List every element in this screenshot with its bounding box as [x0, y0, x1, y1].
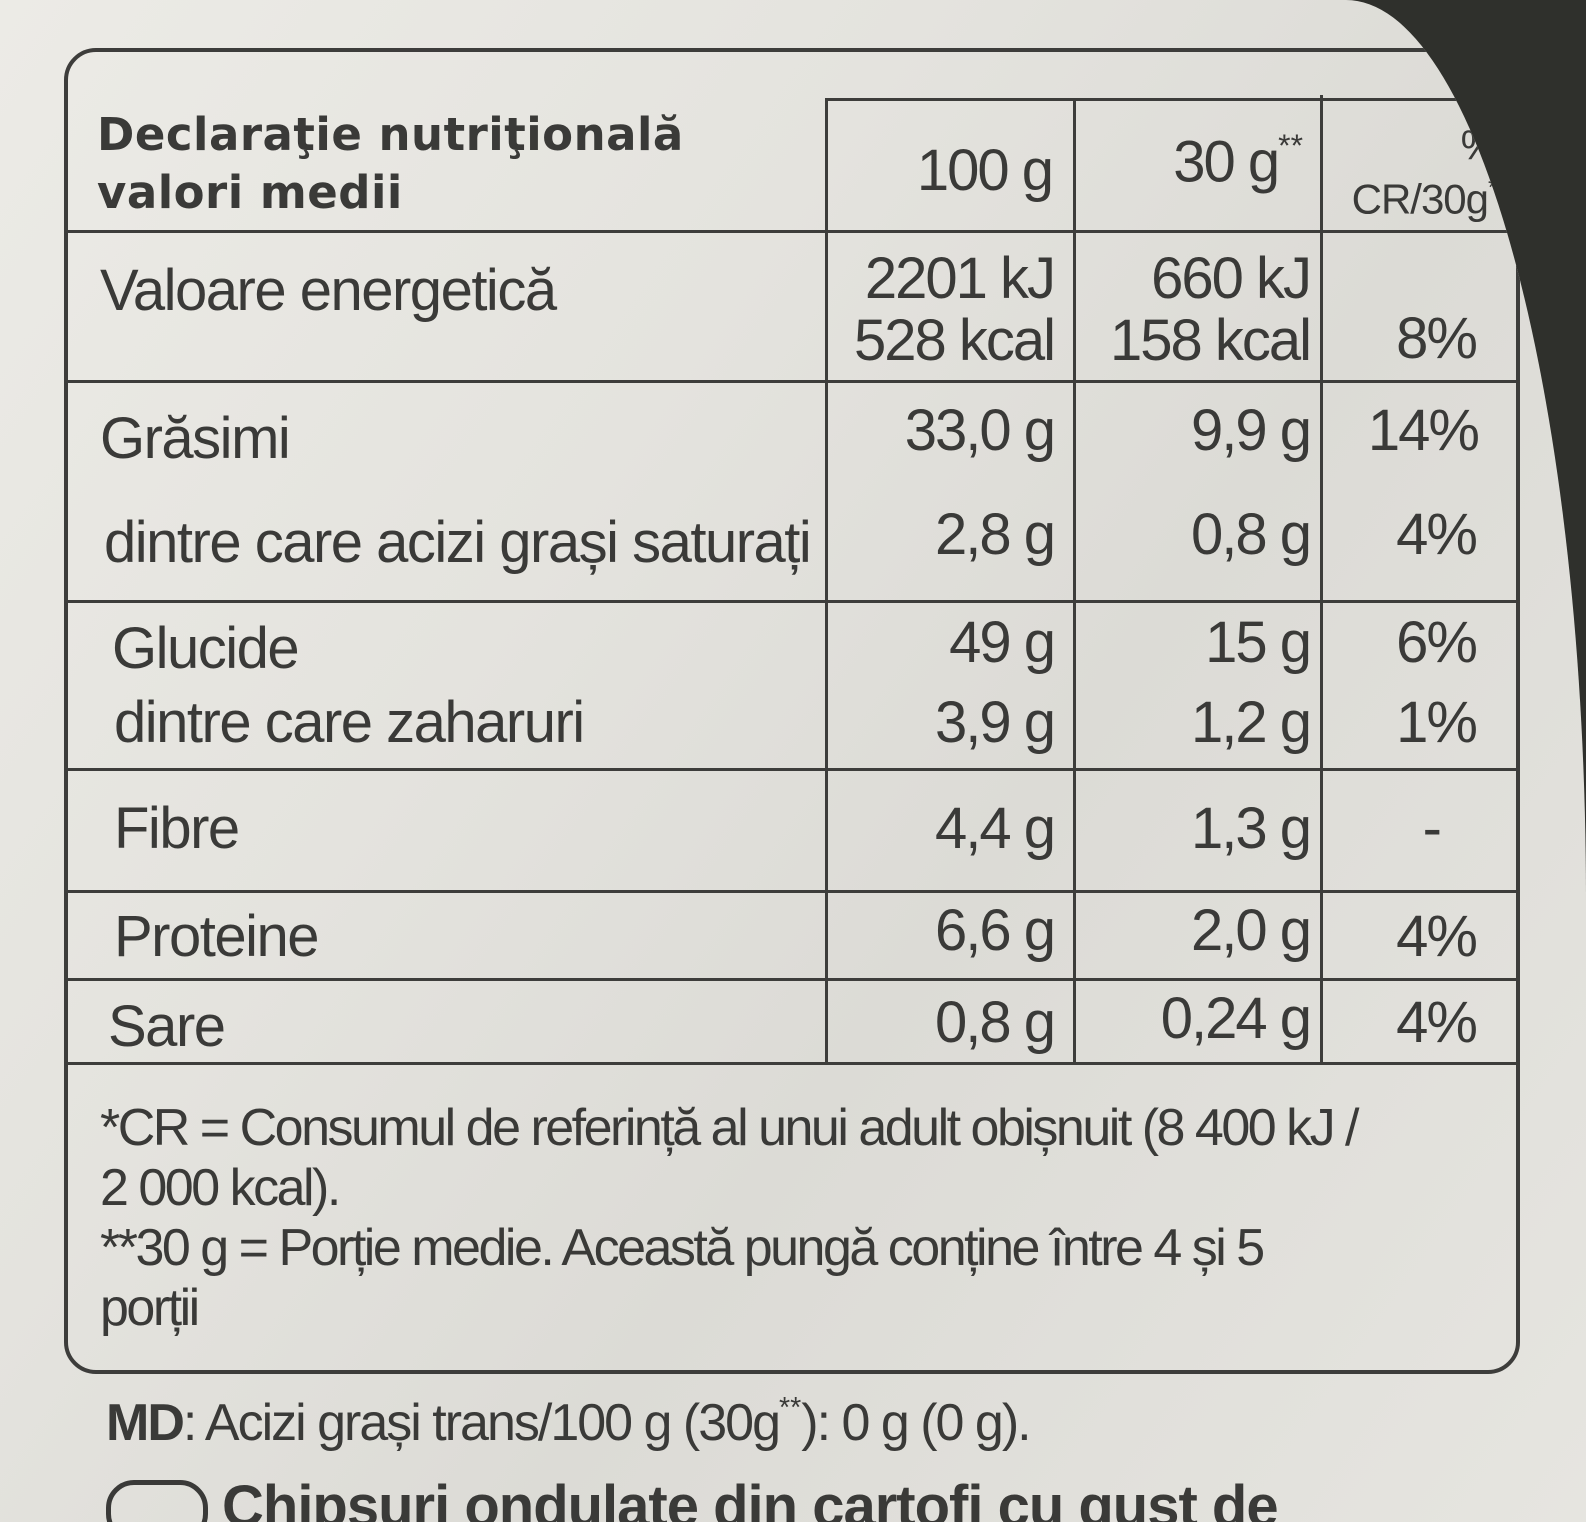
- sugars-100g: 3,9 g: [935, 690, 1056, 755]
- row-divider: [66, 230, 1518, 233]
- salt-30g: 0,24 g: [1160, 986, 1312, 1051]
- fat-100g: 33,0 g: [904, 398, 1056, 463]
- row-carbs-label: Glucide: [112, 616, 300, 681]
- row-fibre-label: Fibre: [114, 796, 240, 861]
- carbs-100g: 49 g: [949, 610, 1056, 675]
- row-energy-label: Valoare energetică: [100, 258, 557, 323]
- protein-cr: 4%: [1396, 904, 1478, 969]
- fat-cr: 14%: [1367, 398, 1480, 463]
- row-divider: [66, 380, 1518, 383]
- row-saturated-label: dintre care acizi grași saturați: [104, 510, 812, 575]
- row-sugars-label: dintre care zaharuri: [114, 690, 585, 755]
- carbs-30g: 15 g: [1205, 610, 1312, 675]
- column-header-30g: 30 g**: [1173, 127, 1303, 195]
- salt-cr: 4%: [1396, 990, 1478, 1055]
- protein-30g: 2,0 g: [1191, 898, 1312, 963]
- product-name-cut: Chipsuri ondulate din cartofi cu gust de: [106, 1478, 1279, 1522]
- row-salt-label: Sare: [108, 994, 226, 1059]
- column-header-100g: 100 g: [916, 138, 1054, 203]
- saturated-cr: 4%: [1396, 502, 1478, 567]
- table-title: Declaraţie nutriţională valori medii: [97, 108, 684, 219]
- column-divider: [1320, 95, 1323, 1064]
- row-divider: [66, 978, 1518, 981]
- column-divider: [1073, 100, 1076, 1064]
- energy-100g: 2201 kJ 528 kcal: [853, 246, 1056, 373]
- sugars-cr: 1%: [1396, 690, 1478, 755]
- energy-30g: 660 kJ 158 kcal: [1109, 246, 1312, 373]
- header-top-line: [825, 98, 1518, 101]
- row-divider: [66, 1062, 1518, 1065]
- column-header-cr: %* CR/30g**: [1351, 120, 1506, 223]
- row-divider: [66, 890, 1518, 893]
- row-divider: [66, 600, 1518, 603]
- row-protein-label: Proteine: [114, 904, 320, 969]
- protein-100g: 6,6 g: [935, 898, 1056, 963]
- fibre-cr: -: [1422, 796, 1442, 861]
- salt-100g: 0,8 g: [935, 990, 1056, 1055]
- table-footnotes: *CR = Consumul de referință al unui adul…: [100, 1099, 1360, 1337]
- fat-30g: 9,9 g: [1191, 398, 1312, 463]
- row-divider: [66, 768, 1518, 771]
- carbs-cr: 6%: [1396, 610, 1478, 675]
- energy-cr: 8%: [1396, 306, 1478, 371]
- row-fat-label: Grăsimi: [100, 406, 291, 471]
- nutrition-table: [64, 48, 1520, 1374]
- fibre-30g: 1,3 g: [1191, 796, 1312, 861]
- fibre-100g: 4,4 g: [935, 796, 1056, 861]
- trans-fat-note: MD: Acizi grași trans/100 g (30g**): 0 g…: [106, 1392, 1032, 1452]
- saturated-100g: 2,8 g: [935, 502, 1056, 567]
- sugars-30g: 1,2 g: [1191, 690, 1312, 755]
- column-divider: [825, 100, 828, 1064]
- saturated-30g: 0,8 g: [1191, 502, 1312, 567]
- md-prefix: MD: [106, 1393, 185, 1452]
- language-badge-icon: [106, 1479, 208, 1522]
